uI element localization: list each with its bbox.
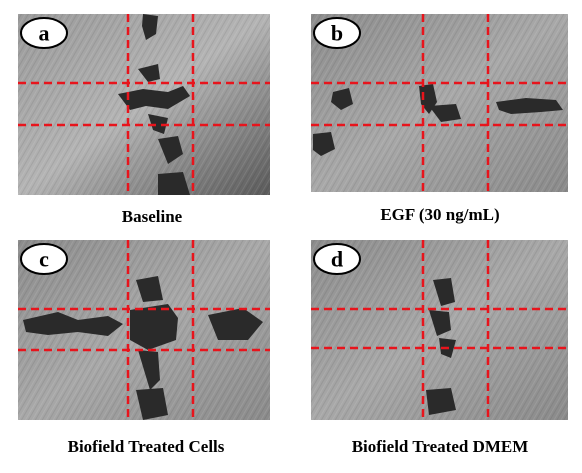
panel-caption: Biofield Treated DMEM — [352, 437, 529, 456]
panel-label-badge — [313, 243, 361, 275]
panel-caption: Baseline — [122, 207, 183, 226]
panel-label-badge — [20, 17, 68, 49]
panel-label: b — [331, 21, 343, 46]
panel-d: d — [311, 240, 568, 420]
panel-label: d — [331, 247, 343, 272]
wound-area — [118, 14, 190, 195]
panel-label-badge — [313, 17, 361, 49]
panel-caption: Biofield Treated Cells — [68, 437, 225, 456]
panel-c: c — [18, 240, 270, 420]
wound-area — [426, 278, 456, 415]
panel-label-badge — [20, 243, 68, 275]
wound-area — [23, 276, 263, 420]
panel-caption: EGF (30 ng/mL) — [380, 205, 499, 224]
panel-b: b — [311, 14, 568, 192]
panel-label: c — [39, 247, 49, 272]
wound-area — [313, 84, 563, 156]
panel-label: a — [39, 21, 50, 46]
panel-a: a — [18, 14, 270, 195]
